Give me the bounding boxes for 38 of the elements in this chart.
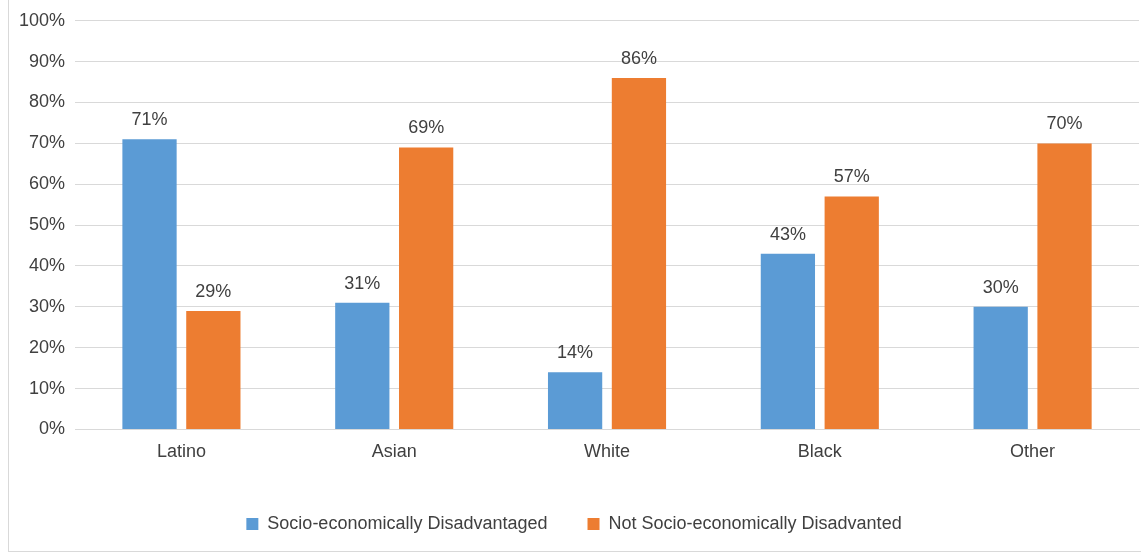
- y-tick-label: 20%: [29, 336, 66, 357]
- data-label: 69%: [408, 117, 445, 138]
- data-label: 30%: [982, 276, 1019, 297]
- data-label: 14%: [557, 342, 594, 363]
- bar: [824, 196, 879, 429]
- y-tick-label: 80%: [29, 91, 66, 112]
- x-tick-label: Asian: [371, 441, 417, 462]
- data-label: 86%: [620, 47, 657, 68]
- x-tick-label: Other: [1010, 441, 1056, 462]
- bar: [186, 310, 241, 429]
- bar: [547, 372, 603, 429]
- y-tick-label: 50%: [29, 214, 66, 235]
- y-tick-label: 100%: [18, 9, 66, 30]
- bar: [1037, 143, 1092, 429]
- data-label: 71%: [131, 109, 168, 130]
- data-label: 43%: [769, 223, 806, 244]
- y-tick-label: 10%: [29, 377, 66, 398]
- legend-label: Socio-economically Disadvantaged: [267, 512, 548, 533]
- bar: [760, 253, 816, 429]
- y-tick-label: 60%: [29, 173, 66, 194]
- bar: [973, 306, 1028, 429]
- x-tick-label: White: [584, 441, 631, 462]
- bar: [335, 302, 390, 429]
- legend-label: Not Socio-economically Disadvanted: [608, 512, 902, 533]
- y-tick-label: 70%: [29, 132, 66, 153]
- bar: [399, 147, 454, 429]
- data-label: 70%: [1046, 113, 1083, 134]
- data-label: 31%: [344, 272, 381, 293]
- y-tick-label: 30%: [29, 295, 66, 316]
- y-tick-label: 0%: [39, 418, 66, 439]
- data-label: 29%: [195, 280, 232, 301]
- bar: [122, 139, 177, 429]
- data-label: 57%: [833, 166, 870, 187]
- x-tick-label: Latino: [156, 441, 206, 462]
- bar: [611, 78, 667, 429]
- x-tick-label: Black: [797, 441, 843, 462]
- y-tick-label: 90%: [29, 50, 66, 71]
- y-tick-label: 40%: [29, 254, 66, 275]
